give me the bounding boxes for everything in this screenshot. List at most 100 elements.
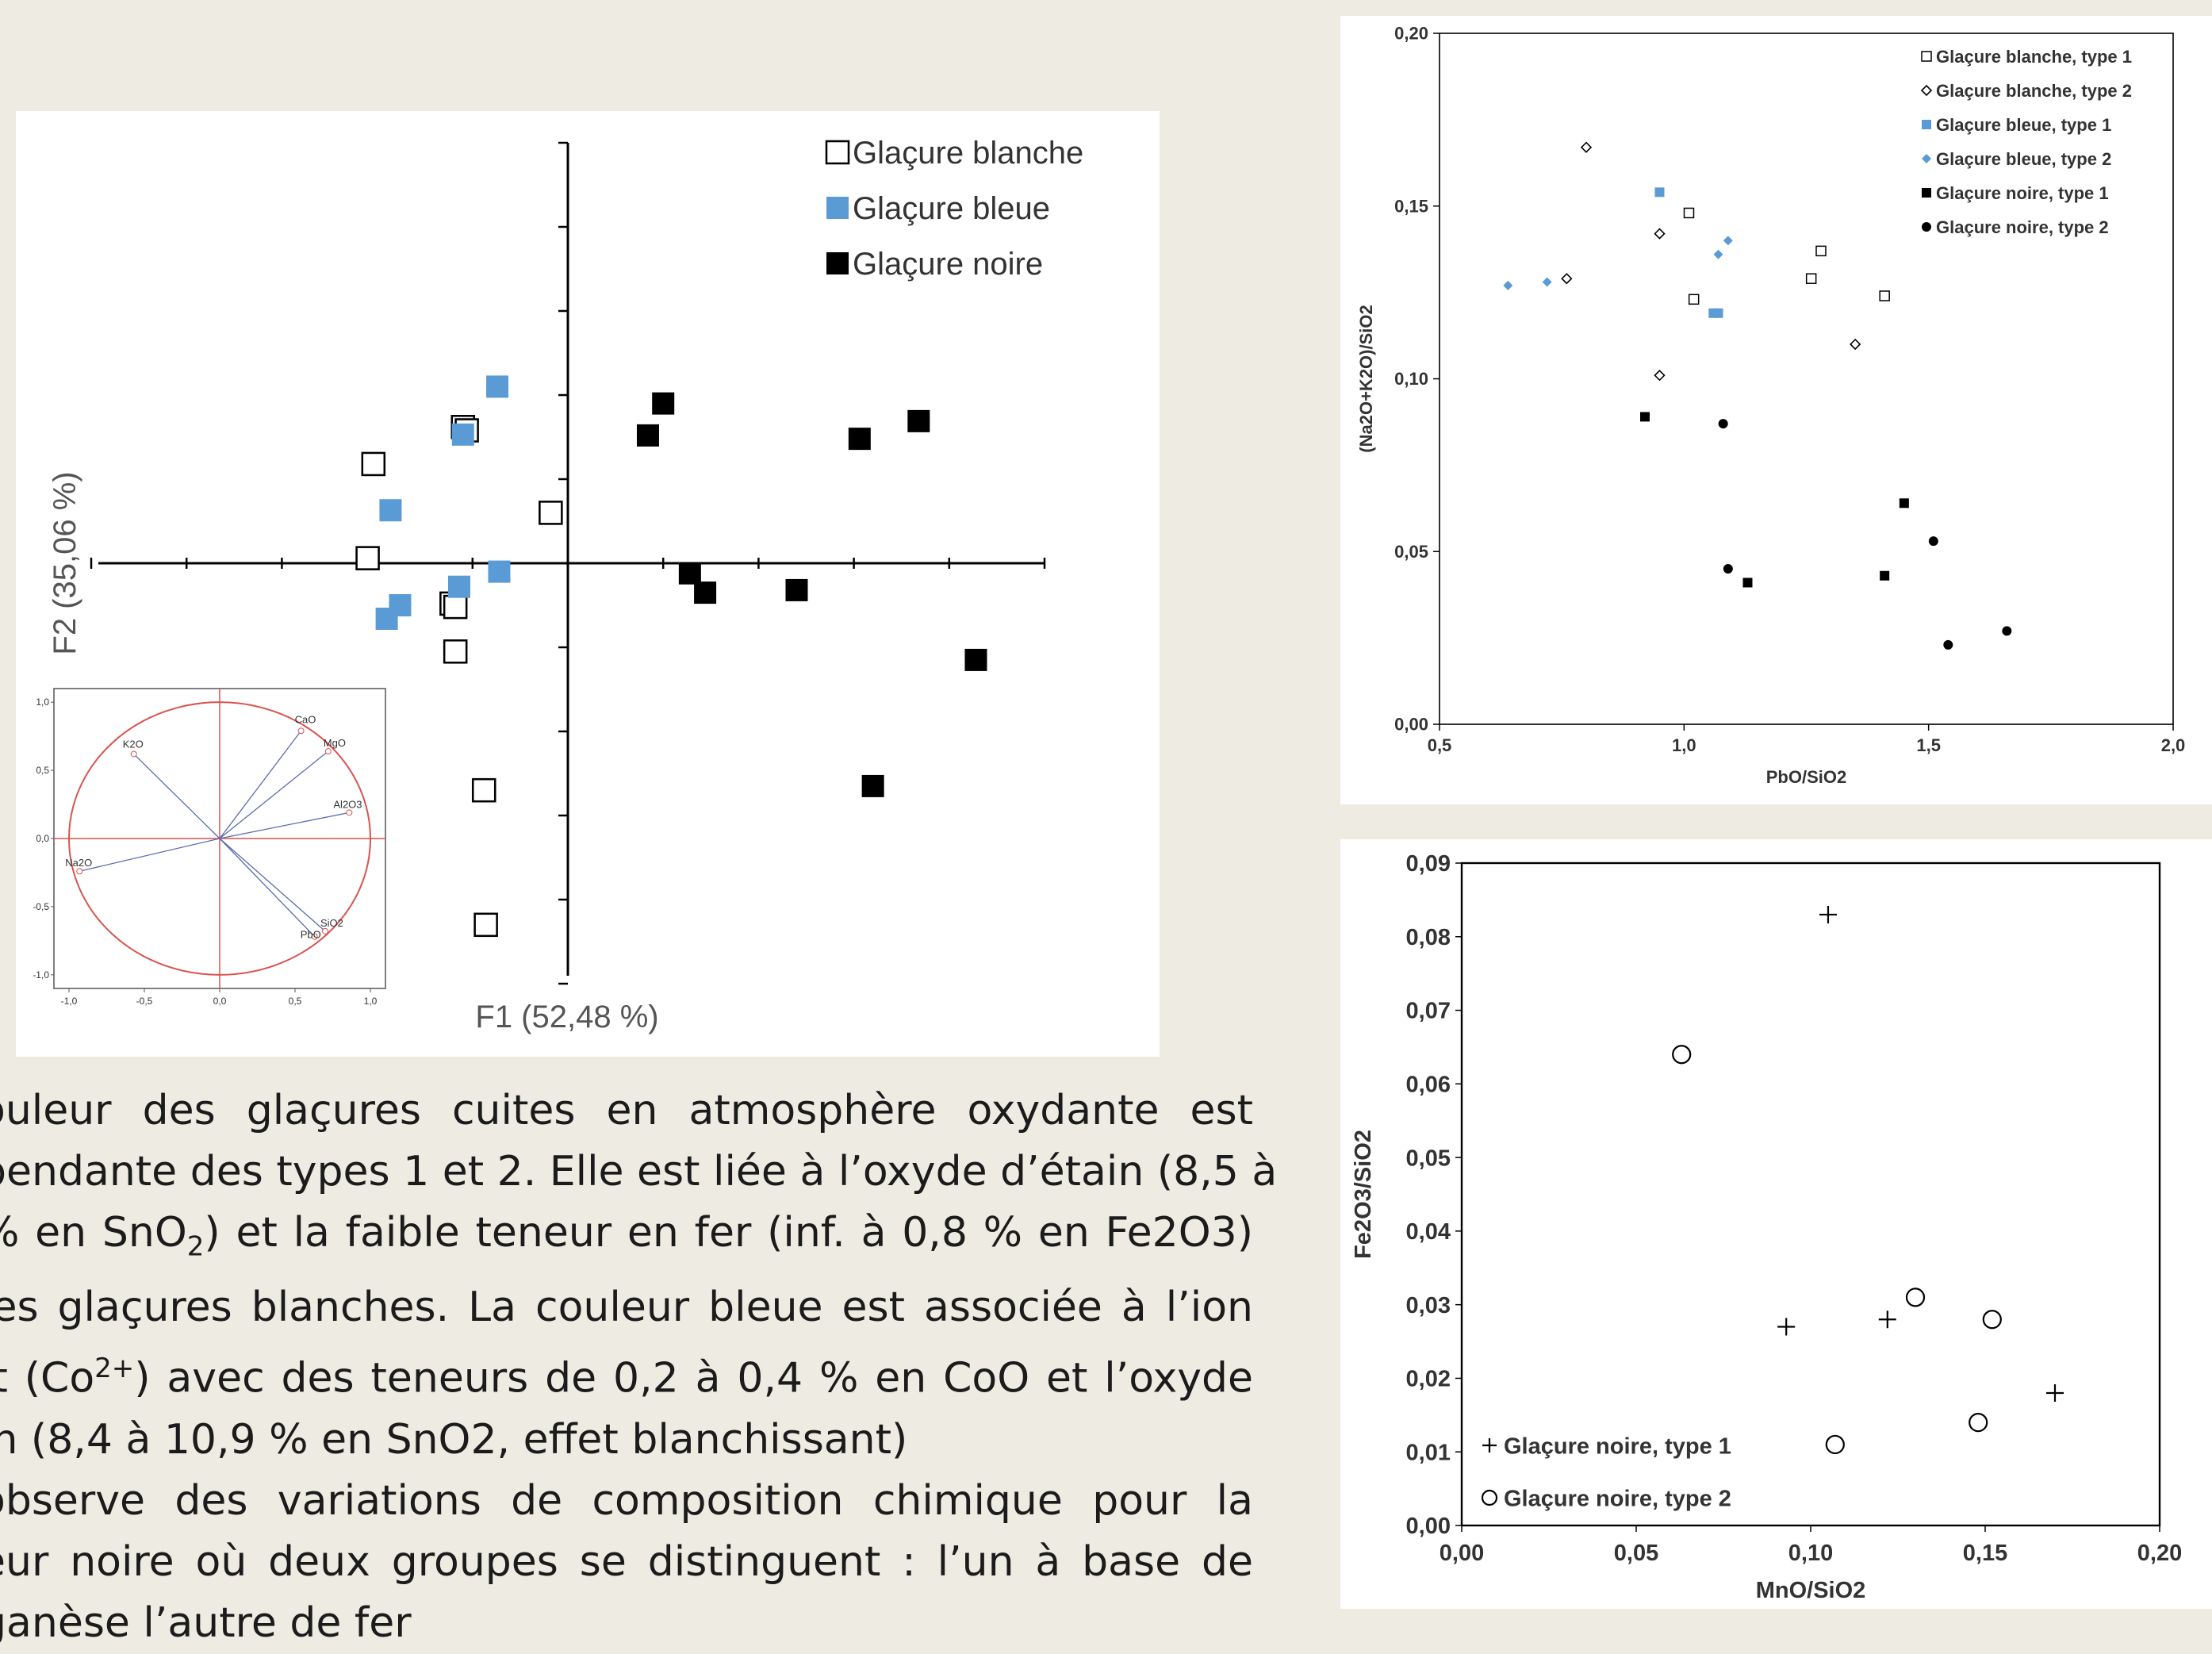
inset-y-tick-label: -0,5 <box>33 901 49 912</box>
legend-label: Glaçure noire, type 1 <box>1504 1433 1731 1459</box>
legend-marker <box>826 197 849 219</box>
plot-frame <box>1439 33 2174 725</box>
data-point <box>1561 273 1573 285</box>
legend-marker <box>826 252 849 274</box>
data-point <box>1640 412 1650 422</box>
x-tick-label: 0,5 <box>1428 735 1452 755</box>
series-3 <box>1503 236 1733 290</box>
body-text: ouleur des glaçures cuites en atmosphère… <box>0 1080 1277 1654</box>
body-text-line: lt (Co2+) avec des teneurs de 0,2 à 0,4 … <box>0 1338 1253 1409</box>
data-point <box>1825 1434 1845 1455</box>
data-point <box>785 578 808 601</box>
loading-label: Na2O <box>65 857 92 869</box>
data-point <box>1654 370 1666 382</box>
loading-vector <box>219 812 350 839</box>
body-text-fragment: lt (Co <box>0 1354 95 1403</box>
x-tick-label: 1,5 <box>1916 735 1941 755</box>
data-point <box>1713 249 1723 259</box>
y-axis-label: (Na2O+K2O)/SiO2 <box>1356 305 1376 452</box>
data-point <box>1723 564 1733 574</box>
inset-x-tick-label: -0,5 <box>136 996 153 1007</box>
body-text-fragment: ) avec des teneurs de 0,2 à 0,4 % en CoO… <box>134 1354 1254 1403</box>
loading-vector <box>219 838 326 932</box>
legend-label: Glaçure noire, type 2 <box>1936 217 2109 237</box>
data-point <box>539 501 563 525</box>
loading-label: MgO <box>324 737 346 749</box>
series-2 <box>636 392 987 797</box>
data-point <box>1850 338 1861 351</box>
legend-label: Glaçure noire, type 2 <box>1504 1486 1731 1511</box>
series-5 <box>1718 419 2012 650</box>
data-point <box>1654 228 1666 240</box>
y-tick-label: 0,03 <box>1406 1293 1451 1318</box>
loading-vector <box>219 730 302 839</box>
legend-label: Glaçure bleue <box>853 191 1050 226</box>
loading-label: SiO2 <box>320 917 343 929</box>
data-point <box>379 499 402 522</box>
data-point <box>1718 419 1728 429</box>
loading-label: Al2O3 <box>333 798 362 810</box>
data-point <box>361 451 386 477</box>
data-point <box>1542 277 1552 287</box>
loading-point <box>311 933 318 940</box>
x-tick-label: 0,15 <box>1963 1541 2007 1566</box>
data-point <box>1805 273 1817 284</box>
data-point <box>2046 1384 2064 1402</box>
x-axis-label: F1 (52,48 %) <box>475 1000 658 1034</box>
legend-marker <box>825 140 850 165</box>
inset-x-tick-label: 0,0 <box>213 996 227 1007</box>
series-2 <box>1654 187 1723 318</box>
series-0 <box>355 415 563 938</box>
legend-label: Glaçure noire <box>853 247 1043 282</box>
body-text-line: ganèse l’autre de fer <box>0 1598 412 1647</box>
data-point <box>1928 536 1938 547</box>
legend-label: Glaçure blanche, type 2 <box>1936 81 2132 101</box>
pbo-alkali-chart-panel: 0,5 1,0 1,5 2,0 0,00 0,05 0,10 0,15 0,20 PbO/SiO2… <box>1340 16 2212 804</box>
legend-marker <box>1922 154 1931 163</box>
series-0 <box>1777 905 2064 1402</box>
legend-label: Glaçure blanche, type 1 <box>1936 47 2132 67</box>
data-point <box>1969 1413 1988 1433</box>
legend-label: Glaçure noire, type 1 <box>1936 183 2109 203</box>
data-point <box>488 560 511 583</box>
subscript: 2 <box>186 1230 205 1263</box>
legend-marker <box>1922 188 1931 198</box>
y-tick-label: 0,10 <box>1394 369 1428 389</box>
y-tick-label: 0,02 <box>1406 1367 1451 1392</box>
data-point <box>1899 498 1909 508</box>
y-tick-label: 0,05 <box>1394 542 1428 562</box>
y-tick-label: 0,00 <box>1394 715 1428 735</box>
data-point <box>964 648 987 671</box>
y-tick-label: 0,08 <box>1406 925 1451 950</box>
legend-marker <box>1920 84 1933 97</box>
x-axis-label: PbO/SiO2 <box>1766 767 1846 787</box>
data-point <box>848 428 871 451</box>
data-point <box>1879 290 1890 301</box>
data-point <box>1880 570 1890 581</box>
data-point <box>678 562 701 585</box>
body-text-line: observe des variations de composition ch… <box>0 1476 1253 1525</box>
loading-point <box>76 868 83 875</box>
data-point <box>451 423 474 446</box>
x-tick-label: 0,20 <box>2137 1541 2182 1566</box>
y-tick-label: 0,04 <box>1406 1219 1451 1245</box>
y-tick-label: 0,15 <box>1394 196 1428 216</box>
data-point <box>1580 141 1593 153</box>
inset-x-tick-label: 0,5 <box>289 996 302 1007</box>
data-point <box>443 639 468 664</box>
inset-y-tick-label: -1,0 <box>33 969 49 981</box>
data-point <box>355 546 380 570</box>
data-point <box>1723 236 1733 246</box>
loading-vector <box>79 838 220 872</box>
inset-y-tick-label: 1,0 <box>36 697 49 708</box>
data-point <box>1672 1045 1692 1065</box>
data-point <box>907 409 930 432</box>
y-tick-label: 0,20 <box>1394 24 1428 44</box>
inset-x-tick-label: -1,0 <box>61 996 78 1007</box>
data-point <box>375 607 398 630</box>
loading-label: K2O <box>123 738 144 750</box>
data-point <box>2002 626 2012 636</box>
data-point <box>1815 245 1827 257</box>
data-point <box>1683 207 1695 219</box>
y-tick-label: 0,01 <box>1406 1440 1451 1465</box>
